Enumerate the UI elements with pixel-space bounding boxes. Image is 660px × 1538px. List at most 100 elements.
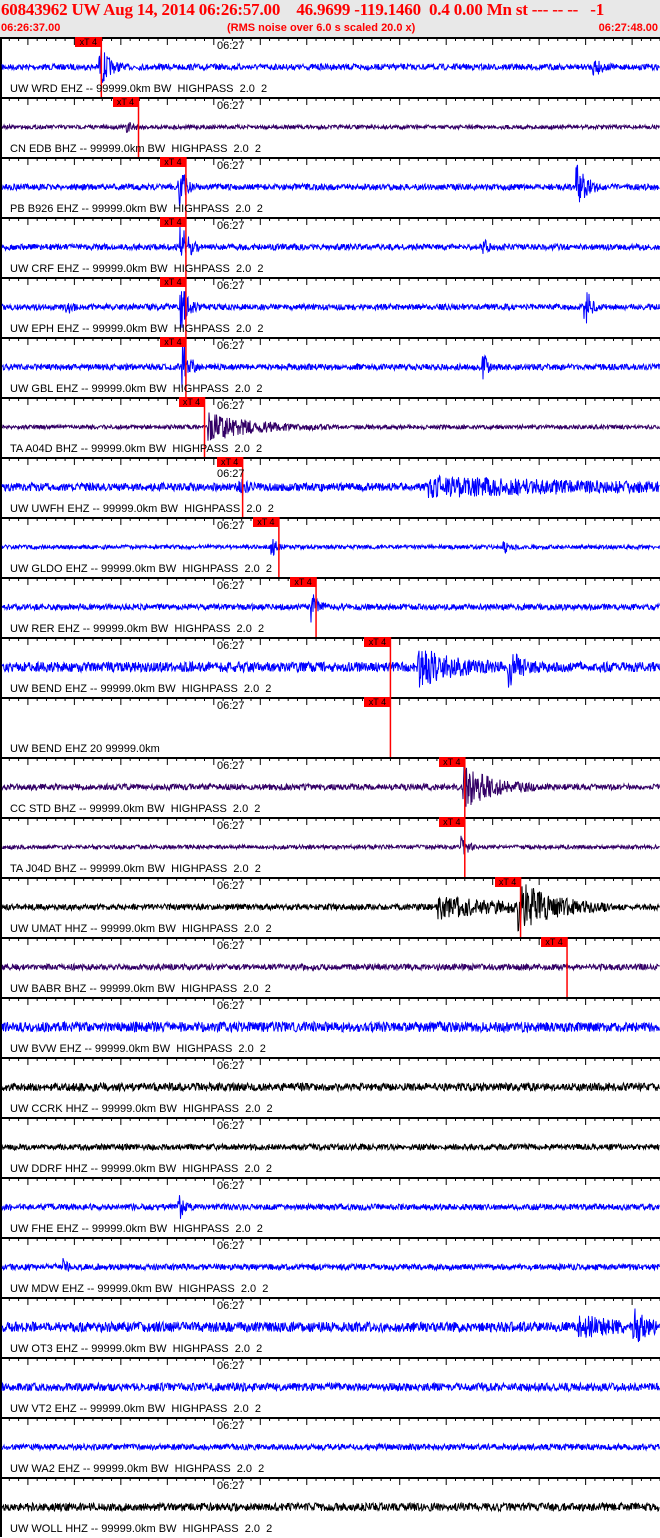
channel-label: UW DDRF HHZ -- 99999.0km BW HIGHPASS 2.0…	[10, 1163, 273, 1175]
pick-marker[interactable]: xT 4	[216, 457, 243, 467]
waveform-plot	[0, 457, 660, 517]
waveform	[1, 884, 660, 932]
waveform-plot	[0, 757, 660, 817]
event-header: 60843962 UW Aug 14, 2014 06:26:57.00 46.…	[0, 0, 660, 37]
waveform	[1, 962, 660, 972]
end-time: 06:27:48.00	[598, 22, 658, 34]
channel-label: TA J04D BHZ -- 99999.0km BW HIGHPASS 2.0…	[10, 863, 261, 875]
axis-time-label: 06:27	[217, 1240, 245, 1252]
trace-panel: 06:27 UW VT2 EHZ -- 99999.0km BW HIGHPASS…	[0, 1357, 660, 1417]
pick-marker[interactable]: xT 4	[541, 937, 568, 947]
channel-label: UW GBL EHZ -- 99999.0km BW HIGHPASS 2.0 …	[10, 383, 263, 395]
channel-label: TA A04D BHZ -- 99999.0km BW HIGHPASS 2.0…	[10, 443, 263, 455]
pick-marker[interactable]: xT 4	[438, 817, 465, 827]
axis-time-label: 06:27	[217, 640, 245, 652]
trace-panel: 06:27 xT 4 UW RER EHZ -- 99999.0km BW HIGH…	[0, 577, 660, 637]
axis-time-label: 06:27	[217, 700, 245, 712]
pick-marker[interactable]: xT 4	[290, 577, 317, 587]
waveform-plot	[0, 697, 660, 757]
pick-marker[interactable]: xT 4	[112, 97, 139, 107]
waveform	[1, 763, 660, 807]
waveform-plot	[0, 1357, 660, 1417]
channel-label: CC STD BHZ -- 99999.0km BW HIGHPASS 2.0 …	[10, 803, 261, 815]
pick-marker[interactable]: xT 4	[159, 157, 186, 167]
axis-time-label: 06:27	[217, 340, 245, 352]
pick-marker[interactable]: xT 4	[159, 337, 186, 347]
trace-panel: 06:27 xT 4 UW BEND EHZ 20 99999.0km	[0, 697, 660, 757]
trace-panel: 06:27 UW WA2 EHZ -- 99999.0km BW HIGHPASS…	[0, 1417, 660, 1477]
waveform	[1, 49, 660, 83]
axis-time-label: 06:27	[217, 520, 245, 532]
axis-time-label: 06:27	[217, 40, 245, 52]
trace-panel: 06:27 UW MDW EHZ -- 99999.0km BW HIGHPASS…	[0, 1237, 660, 1297]
channel-label: UW OT3 EHZ -- 99999.0km BW HIGHPASS 2.0 …	[10, 1343, 263, 1355]
channel-label: PB B926 EHZ -- 99999.0km BW HIGHPASS 2.0…	[10, 203, 263, 215]
trace-panel: 06:27 UW BVW EHZ -- 99999.0km BW HIGHPASS…	[0, 997, 660, 1057]
axis-time-label: 06:27	[217, 100, 245, 112]
waveform-plot	[0, 637, 660, 697]
pick-marker[interactable]: xT 4	[159, 277, 186, 287]
waveform	[1, 343, 660, 389]
waveform	[1, 474, 660, 499]
channel-label: UW CRF EHZ -- 99999.0km BW HIGHPASS 2.0 …	[10, 263, 264, 275]
waveform	[1, 1381, 660, 1393]
trace-panel: 06:27 xT 4 UW GLDO EHZ -- 99999.0km BW HIG…	[0, 517, 660, 577]
pick-marker[interactable]: xT 4	[494, 877, 521, 887]
axis-time-label: 06:27	[217, 280, 245, 292]
pick-marker[interactable]: xT 4	[159, 217, 186, 227]
pick-marker[interactable]: xT 4	[178, 397, 205, 407]
waveform-plot	[0, 277, 660, 337]
waveform	[1, 1308, 660, 1343]
channel-label: UW VT2 EHZ -- 99999.0km BW HIGHPASS 2.0 …	[10, 1403, 262, 1415]
trace-panel: 06:27 xT 4 UW CRF EHZ -- 99999.0km BW HIGH…	[0, 217, 660, 277]
channel-label: UW UWFH EHZ -- 99999.0km BW HIGHPASS 2.0…	[10, 503, 274, 515]
waveform-plot	[0, 337, 660, 397]
channel-label: UW BEND EHZ -- 99999.0km BW HIGHPASS 2.0…	[10, 683, 272, 695]
waveform-plot	[0, 997, 660, 1057]
axis-time-label: 06:27	[217, 1360, 245, 1372]
trace-panel: 06:27 xT 4 PB B926 EHZ -- 99999.0km BW HIG…	[0, 157, 660, 217]
channel-label: UW BEND EHZ 20 99999.0km	[10, 743, 160, 755]
pick-marker[interactable]: xT 4	[252, 517, 279, 527]
channel-label: UW WA2 EHZ -- 99999.0km BW HIGHPASS 2.0 …	[10, 1463, 265, 1475]
waveform-plot	[0, 1477, 660, 1537]
channel-label: UW EPH EHZ -- 99999.0km BW HIGHPASS 2.0 …	[10, 323, 264, 335]
waveform-plot	[0, 37, 660, 97]
trace-panel: 06:27 UW WOLL HHZ -- 99999.0km BW HIGHPAS…	[0, 1477, 660, 1537]
channel-label: UW BVW EHZ -- 99999.0km BW HIGHPASS 2.0 …	[10, 1043, 266, 1055]
trace-panel: 06:27 UW CCRK HHZ -- 99999.0km BW HIGHPAS…	[0, 1057, 660, 1117]
waveform	[1, 164, 660, 207]
waveform-plot	[0, 577, 660, 637]
trace-panel: 06:27 xT 4 TA A04D BHZ -- 99999.0km BW HIG…	[0, 397, 660, 457]
waveform	[1, 835, 660, 855]
axis-time-label: 06:27	[217, 760, 245, 772]
waveform-plot	[0, 1417, 660, 1477]
axis-time-label: 06:27	[217, 1120, 245, 1132]
start-time: 06:26:37.00	[1, 22, 61, 34]
scale-note: (RMS noise over 6.0 s scaled 20.0 x)	[227, 22, 416, 34]
waveform	[1, 1020, 660, 1034]
pick-marker[interactable]: xT 4	[75, 37, 102, 47]
channel-label: UW GLDO EHZ -- 99999.0km BW HIGHPASS 2.0…	[10, 563, 273, 575]
axis-time-label: 06:27	[217, 400, 245, 412]
waveform-plot	[0, 397, 660, 457]
axis-time-label: 06:27	[217, 1000, 245, 1012]
waveform	[1, 225, 660, 256]
pick-marker[interactable]: xT 4	[364, 697, 391, 707]
waveform	[1, 650, 660, 688]
channel-label: UW UMAT HHZ -- 99999.0km BW HIGHPASS 2.0…	[10, 923, 272, 935]
axis-time-label: 06:27	[217, 580, 245, 592]
trace-panel: 06:27 xT 4 UW EPH EHZ -- 99999.0km BW HIGH…	[0, 277, 660, 337]
waveform-plot	[0, 877, 660, 937]
channel-label: UW WOLL HHZ -- 99999.0km BW HIGHPASS 2.0…	[10, 1523, 273, 1535]
pick-marker[interactable]: xT 4	[438, 757, 465, 767]
trace-panel: 06:27 xT 4 UW WRD EHZ -- 99999.0km BW HIGH…	[0, 37, 660, 97]
trace-panel: 06:27 xT 4 CC STD BHZ -- 99999.0km BW HIGH…	[0, 757, 660, 817]
waveform-plot	[0, 1057, 660, 1117]
pick-marker[interactable]: xT 4	[364, 637, 391, 647]
trace-panel: 06:27 UW OT3 EHZ -- 99999.0km BW HIGHPASS…	[0, 1297, 660, 1357]
channel-label: UW RER EHZ -- 99999.0km BW HIGHPASS 2.0 …	[10, 623, 265, 635]
waveform-plot	[0, 1237, 660, 1297]
waveform	[1, 1501, 660, 1513]
axis-time-label: 06:27	[217, 1480, 245, 1492]
